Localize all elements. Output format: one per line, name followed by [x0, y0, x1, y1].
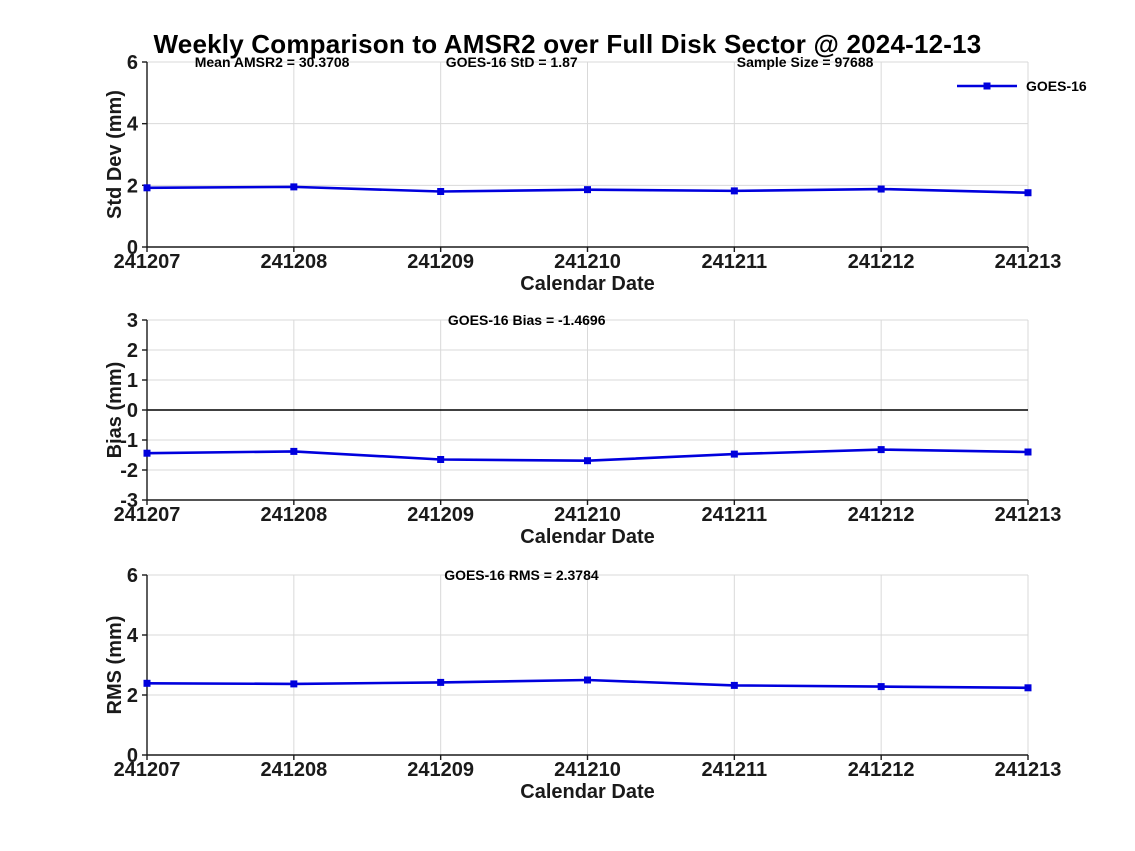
goes-16-marker: [437, 678, 445, 686]
y-tick-label: 1: [127, 370, 138, 392]
y-tick-label: 2: [127, 340, 138, 362]
x-tick-label: 241212: [848, 759, 915, 781]
goes-16-marker: [1024, 448, 1032, 456]
x-tick-label: 241207: [114, 251, 181, 273]
x-tick-label: 241213: [995, 504, 1062, 526]
goes-16-marker: [290, 680, 298, 688]
stat-annotation: Sample Size = 97688: [737, 54, 874, 70]
goes-16-marker: [143, 449, 151, 457]
goes-16-marker: [290, 447, 298, 455]
bias-panel: 241207 241208 241209 241210 241211 241212 2412…: [104, 310, 1061, 548]
rms-panel: 241207 241208 241209 241210 241211 241212 2412…: [104, 565, 1061, 803]
goes-16-marker: [730, 187, 738, 195]
x-tick-label: 241208: [260, 251, 327, 273]
stat-annotation: GOES-16 Bias = -1.4696: [448, 312, 606, 328]
y-tick-label: 0: [127, 400, 138, 422]
y-axis-label: RMS (mm): [104, 616, 126, 715]
goes-16-marker: [437, 456, 445, 463]
y-tick-label: 0: [127, 237, 138, 259]
goes-16-marker: [877, 683, 885, 691]
x-tick-label: 241212: [848, 251, 915, 273]
y-tick-label: 3: [127, 310, 138, 332]
x-axis-label: Calendar Date: [520, 273, 655, 295]
legend-marker: [983, 82, 991, 90]
y-tick-label: 6: [127, 565, 138, 587]
stat-annotation: Mean AMSR2 = 30.3708: [195, 54, 350, 70]
x-tick-label: 241208: [260, 504, 327, 526]
y-tick-label: -3: [120, 490, 138, 512]
y-axis-label: Std Dev (mm): [104, 90, 126, 219]
goes-16-marker: [584, 676, 591, 684]
y-tick-label: 0: [127, 745, 138, 767]
chart-title: Weekly Comparison to AMSR2 over Full Dis…: [153, 29, 982, 59]
goes-16-marker: [730, 681, 738, 689]
y-tick-label: 4: [127, 625, 139, 647]
goes-16-marker: [1024, 684, 1032, 692]
x-tick-label: 241209: [407, 504, 474, 526]
stat-annotation: GOES-16 RMS = 2.3784: [444, 567, 599, 583]
goes-16-marker: [584, 457, 591, 465]
goes-16-marker: [877, 446, 885, 454]
goes-16-marker: [143, 679, 151, 687]
x-tick-label: 241207: [114, 504, 181, 526]
y-tick-label: 2: [127, 175, 138, 197]
x-tick-label: 241210: [554, 251, 621, 273]
y-tick-label: 6: [127, 52, 138, 74]
x-tick-label: 241210: [554, 504, 621, 526]
x-tick-label: 241213: [995, 759, 1062, 781]
x-tick-label: 241208: [260, 759, 327, 781]
x-tick-label: 241211: [702, 759, 768, 781]
goes-16-marker: [143, 184, 151, 192]
x-axis-label: Calendar Date: [520, 526, 655, 548]
goes-16-marker: [437, 188, 445, 195]
legend: GOES-16: [957, 78, 1087, 94]
goes-16-marker: [1024, 189, 1032, 197]
x-tick-label: 241212: [848, 504, 915, 526]
goes-16-marker: [877, 185, 885, 193]
legend-label: GOES-16: [1026, 78, 1087, 94]
x-tick-label: 241210: [554, 759, 621, 781]
y-axis-label: Bias (mm): [104, 362, 126, 459]
goes-16-marker: [730, 450, 738, 458]
x-tick-label: 241209: [407, 251, 474, 273]
std-dev-panel: 241207 241208 241209 241210 241211 241212 2412…: [104, 52, 1087, 295]
x-tick-label: 241213: [995, 251, 1062, 273]
y-tick-label: 4: [127, 114, 139, 136]
x-tick-label: 241207: [114, 759, 181, 781]
x-axis-label: Calendar Date: [520, 781, 655, 803]
y-tick-label: 2: [127, 685, 138, 707]
x-tick-label: 241211: [702, 504, 768, 526]
goes-16-marker: [290, 183, 298, 191]
stat-annotation: GOES-16 StD = 1.87: [446, 54, 578, 70]
x-tick-label: 241209: [407, 759, 474, 781]
y-tick-label: -1: [120, 430, 138, 452]
goes-16-marker: [584, 186, 591, 194]
x-tick-label: 241211: [702, 251, 768, 273]
y-tick-label: -2: [120, 460, 138, 482]
